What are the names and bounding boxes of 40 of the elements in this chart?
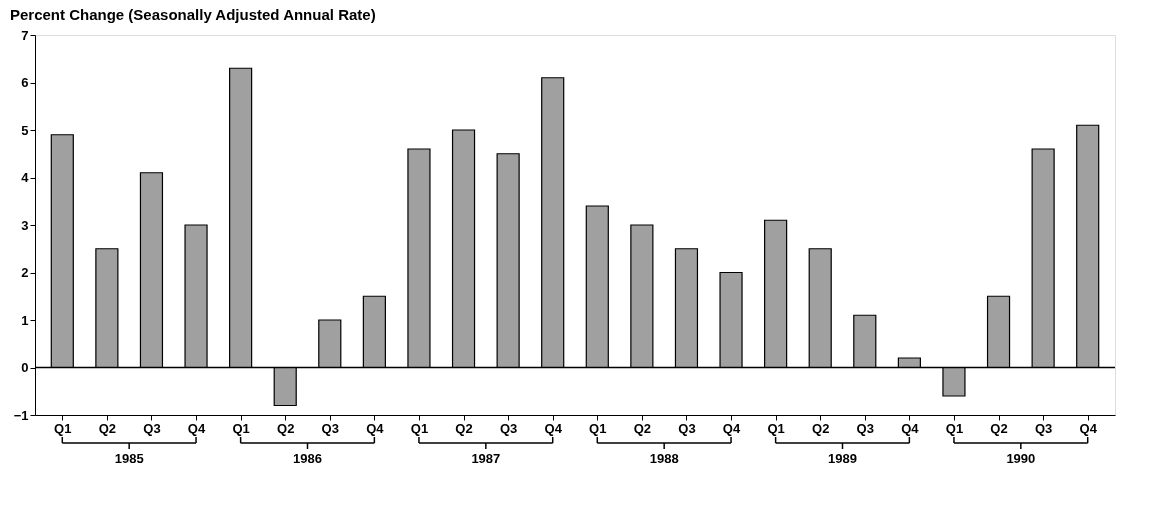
x-tick-label: Q1 bbox=[767, 420, 785, 436]
x-tick-label: Q2 bbox=[990, 420, 1008, 436]
x-tick-label: Q4 bbox=[187, 420, 206, 436]
x-tick-label: Q3 bbox=[143, 420, 161, 436]
x-tick-label: Q3 bbox=[856, 420, 874, 436]
x-tick-label: Q1 bbox=[232, 420, 250, 436]
x-tick-label: Q2 bbox=[633, 420, 652, 436]
x-tick-label: Q2 bbox=[277, 420, 295, 436]
text: 1987 bbox=[471, 451, 501, 466]
x-tick-label: Q3 bbox=[1034, 420, 1053, 436]
y-tick-label: 0 bbox=[21, 360, 29, 375]
text: 1989 bbox=[828, 451, 857, 466]
x-tick-label: Q4 bbox=[901, 420, 920, 436]
y-tick-label: 1 bbox=[21, 312, 29, 328]
y-tick-label: 6 bbox=[21, 75, 29, 90]
text: 1985 bbox=[114, 451, 144, 466]
x-tick-label: Q3 bbox=[321, 420, 339, 436]
y-tick-label: 3 bbox=[21, 217, 29, 233]
x-tick-label: Q3 bbox=[678, 420, 696, 436]
x-tick-label: Q4 bbox=[722, 420, 741, 436]
x-tick-label: Q2 bbox=[812, 420, 830, 436]
y-tick-label: 2 bbox=[21, 265, 29, 280]
x-tick-label: Q1 bbox=[589, 420, 607, 436]
x-tick-label: Q3 bbox=[499, 420, 518, 436]
text: 1990 bbox=[1006, 451, 1036, 466]
x-tick-label: Q4 bbox=[366, 420, 385, 436]
x-tick-label: Q4 bbox=[544, 420, 563, 436]
y-tick-label: 4 bbox=[21, 170, 30, 185]
chart-title: Percent Change (Seasonally Adjusted Annual Rate) bbox=[10, 6, 376, 23]
y-tick-label: 5 bbox=[21, 122, 29, 138]
x-tick-label: Q1 bbox=[945, 420, 964, 436]
text: 1988 bbox=[649, 451, 679, 466]
text: 1986 bbox=[293, 451, 322, 466]
x-tick-label: Q1 bbox=[54, 420, 72, 436]
x-tick-label: Q4 bbox=[1079, 420, 1098, 436]
x-tick-label: Q2 bbox=[455, 420, 473, 436]
x-tick-label: Q2 bbox=[98, 420, 117, 436]
x-tick-label: Q1 bbox=[410, 420, 429, 436]
y-tick-label: 7 bbox=[21, 27, 29, 43]
y-tick-label: −1 bbox=[13, 407, 29, 423]
